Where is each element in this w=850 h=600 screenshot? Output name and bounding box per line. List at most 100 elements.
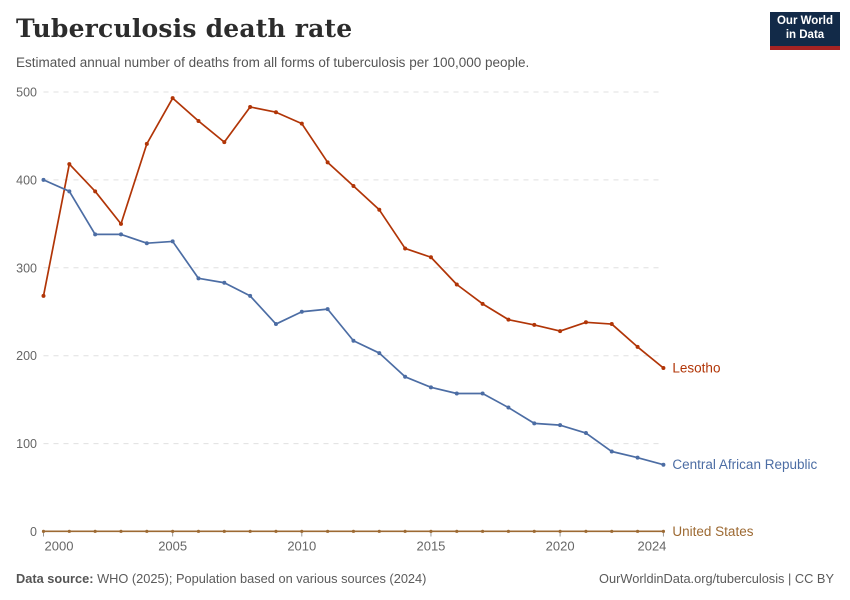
point-united-states-2000 — [41, 529, 46, 533]
point-united-states-2011 — [326, 529, 330, 533]
point-central-african-republic-2002 — [93, 232, 98, 237]
point-central-african-republic-2022 — [609, 449, 614, 454]
point-central-african-republic-2009 — [273, 322, 278, 327]
point-central-african-republic-2014 — [403, 374, 408, 379]
point-united-states-2007 — [222, 529, 226, 533]
point-lesotho-2009 — [273, 110, 278, 115]
point-central-african-republic-2012 — [351, 338, 356, 343]
series-label-united-states: United States — [672, 524, 753, 539]
point-central-african-republic-2019 — [532, 421, 537, 426]
point-central-african-republic-2000 — [41, 177, 46, 182]
x-tick-label-2010: 2010 — [287, 539, 316, 554]
point-lesotho-2020 — [558, 329, 563, 334]
data-source-note: Data source: WHO (2025); Population base… — [16, 571, 426, 586]
y-tick-label-300: 300 — [16, 261, 37, 275]
y-tick-label-400: 400 — [16, 173, 37, 187]
point-lesotho-2018 — [506, 317, 511, 322]
point-central-african-republic-2017 — [480, 391, 485, 396]
x-tick-label-2020: 2020 — [546, 539, 575, 554]
series-label-lesotho: Lesotho — [672, 361, 720, 376]
point-central-african-republic-2004 — [144, 241, 149, 246]
point-lesotho-2004 — [144, 141, 149, 146]
point-united-states-2003 — [119, 529, 123, 533]
point-united-states-2006 — [196, 529, 201, 533]
point-united-states-2015 — [429, 529, 433, 533]
point-united-states-2020 — [558, 529, 562, 533]
point-united-states-2018 — [506, 529, 511, 533]
point-lesotho-2008 — [248, 104, 253, 109]
point-united-states-2005 — [171, 529, 175, 533]
point-united-states-2004 — [145, 529, 149, 533]
data-source-text: WHO (2025); Population based on various … — [93, 571, 427, 586]
data-source-label: Data source: — [16, 571, 94, 586]
y-tick-label-100: 100 — [16, 437, 37, 451]
point-lesotho-2001 — [67, 162, 72, 167]
point-united-states-2016 — [455, 529, 459, 533]
point-central-african-republic-2024 — [661, 462, 666, 467]
point-united-states-2021 — [584, 529, 588, 533]
point-central-african-republic-2015 — [428, 385, 433, 390]
owid-logo-line2: in Data — [785, 28, 825, 41]
point-lesotho-2021 — [583, 320, 588, 325]
point-lesotho-2000 — [41, 293, 46, 298]
point-united-states-2009 — [274, 529, 278, 533]
point-united-states-2013 — [377, 529, 381, 533]
point-central-african-republic-2001 — [67, 189, 72, 194]
point-central-african-republic-2003 — [118, 232, 123, 237]
point-central-african-republic-2011 — [325, 307, 330, 312]
point-lesotho-2003 — [118, 221, 123, 226]
line-lesotho — [42, 97, 664, 369]
owid-logo[interactable]: Our World in Data — [770, 12, 840, 50]
point-lesotho-2014 — [403, 246, 408, 251]
x-tick-label-2024: 2024 — [637, 539, 666, 554]
chart-subtitle: Estimated annual number of deaths from a… — [16, 55, 530, 70]
point-central-african-republic-2020 — [558, 423, 563, 428]
point-lesotho-2012 — [351, 184, 356, 189]
point-united-states-2024 — [661, 529, 666, 533]
point-central-african-republic-2023 — [635, 455, 640, 460]
point-central-african-republic-2013 — [377, 351, 382, 356]
point-lesotho-2016 — [454, 282, 459, 287]
point-united-states-2019 — [532, 529, 536, 533]
x-tick-label-2000: 2000 — [45, 539, 74, 554]
chart-footer: Data source: WHO (2025); Population base… — [16, 571, 834, 586]
point-central-african-republic-2010 — [299, 309, 304, 314]
point-united-states-2022 — [610, 529, 614, 533]
owid-logo-line1: Our World — [776, 15, 833, 27]
point-united-states-2017 — [481, 529, 485, 533]
point-united-states-2014 — [403, 529, 407, 533]
line-central-african-republic — [43, 179, 664, 466]
owid-url-license-link[interactable]: OurWorldinData.org/tuberculosis | CC BY — [599, 571, 834, 586]
point-united-states-2010 — [300, 529, 304, 533]
point-lesotho-2010 — [299, 121, 304, 126]
point-lesotho-2015 — [428, 255, 433, 260]
point-lesotho-2011 — [325, 160, 330, 165]
point-lesotho-2023 — [635, 344, 640, 349]
series-label-central-african-republic: Central African Republic — [672, 457, 817, 472]
point-lesotho-2006 — [196, 119, 201, 124]
point-central-african-republic-2006 — [196, 276, 201, 281]
point-central-african-republic-2021 — [583, 431, 588, 436]
point-united-states-2002 — [93, 529, 97, 533]
point-united-states-2001 — [67, 529, 71, 533]
point-central-african-republic-2007 — [222, 280, 227, 285]
point-united-states-2012 — [351, 529, 356, 533]
point-lesotho-2002 — [93, 189, 98, 194]
point-lesotho-2007 — [222, 140, 227, 145]
y-tick-label-500: 500 — [16, 86, 37, 100]
point-lesotho-2017 — [480, 301, 485, 306]
point-central-african-republic-2018 — [506, 405, 511, 410]
y-tick-label-200: 200 — [16, 349, 37, 363]
page-title: Tuberculosis death rate — [16, 14, 353, 43]
y-tick-label-0: 0 — [30, 525, 37, 539]
point-united-states-2008 — [248, 529, 252, 533]
x-tick-label-2005: 2005 — [158, 539, 187, 554]
x-tick-label-2015: 2015 — [416, 539, 445, 554]
point-central-african-republic-2005 — [170, 239, 175, 244]
point-lesotho-2024 — [661, 366, 666, 371]
point-united-states-2023 — [635, 529, 640, 533]
point-central-african-republic-2008 — [248, 293, 253, 298]
point-lesotho-2019 — [532, 322, 537, 327]
point-lesotho-2005 — [170, 96, 175, 101]
